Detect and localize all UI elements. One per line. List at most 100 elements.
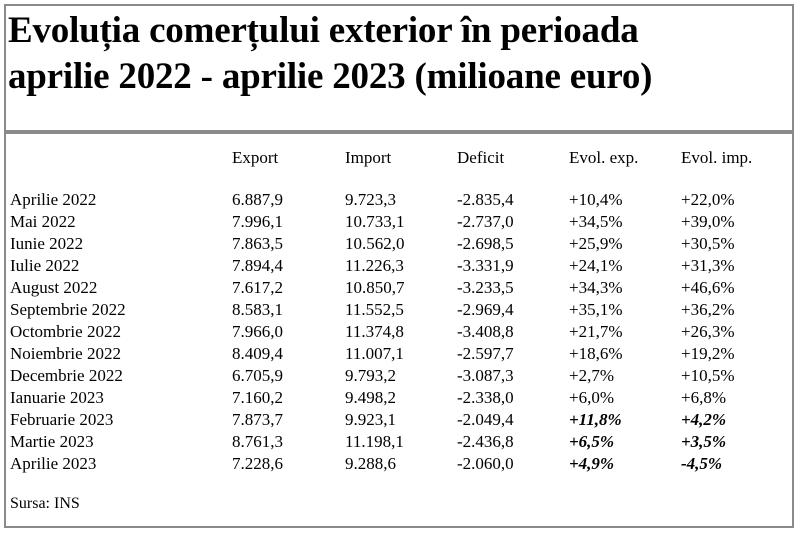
table-row: Ianuarie 2023 7.160,2 9.498,2 -2.338,0 +6,0%… [0, 388, 800, 410]
column-header-evol-exp: Evol. exp. [569, 148, 639, 167]
month-cell: Martie 2023 [10, 432, 94, 451]
month-cell: Iunie 2022 [10, 234, 84, 253]
source-note: Sursa: INS [10, 495, 80, 512]
table-row: Octombrie 2022 7.966,0 11.374,8 -3.408,8 +21… [0, 322, 800, 344]
evol-imp-cell: +26,3% [681, 322, 735, 341]
deficit-cell: -2.969,4 [457, 300, 514, 319]
evol-exp-cell: +21,7% [569, 322, 623, 341]
evol-imp-cell: +31,3% [681, 256, 735, 275]
table-row: Septembrie 2022 8.583,1 11.552,5 -2.969,4 +3… [0, 300, 800, 322]
import-cell: 11.226,3 [345, 256, 404, 275]
deficit-cell: -3.233,5 [457, 278, 514, 297]
title-line-2: aprilie 2022 - aprilie 2023 (milioane eu… [8, 56, 653, 97]
evol-exp-cell: +34,3% [569, 278, 623, 297]
import-cell: 11.007,1 [345, 344, 404, 363]
evol-exp-cell: +24,1% [569, 256, 623, 275]
document-title: Evoluția comerțului exterior în perioada… [8, 8, 778, 100]
document-frame [4, 4, 794, 528]
export-cell: 7.996,1 [232, 212, 283, 231]
deficit-cell: -2.060,0 [457, 454, 514, 473]
import-cell: 9.923,1 [345, 410, 396, 429]
import-cell: 10.733,1 [345, 212, 405, 231]
import-cell: 11.552,5 [345, 300, 404, 319]
export-cell: 7.863,5 [232, 234, 283, 253]
evol-imp-cell: +4,2% [681, 410, 727, 429]
table-row: Mai 2022 7.996,1 10.733,1 -2.737,0 +34,5% +39… [0, 212, 800, 234]
evol-imp-cell: +6,8% [681, 388, 726, 407]
month-cell: Noiembrie 2022 [10, 344, 121, 363]
table-row: August 2022 7.617,2 10.850,7 -3.233,5 +34,3%… [0, 278, 800, 300]
month-cell: Mai 2022 [10, 212, 76, 231]
month-cell: Octombrie 2022 [10, 322, 121, 341]
table-row: Martie 2023 8.761,3 11.198,1 -2.436,8 +6,5% +… [0, 432, 800, 454]
import-cell: 9.288,6 [345, 454, 396, 473]
export-cell: 8.583,1 [232, 300, 283, 319]
export-cell: 7.617,2 [232, 278, 283, 297]
import-cell: 10.850,7 [345, 278, 405, 297]
evol-exp-cell: +25,9% [569, 234, 623, 253]
export-cell: 6.705,9 [232, 366, 283, 385]
export-cell: 6.887,9 [232, 190, 283, 209]
deficit-cell: -3.331,9 [457, 256, 514, 275]
evol-imp-cell: +22,0% [681, 190, 735, 209]
deficit-cell: -2.835,4 [457, 190, 514, 209]
evol-exp-cell: +34,5% [569, 212, 623, 231]
import-cell: 11.198,1 [345, 432, 404, 451]
evol-exp-cell: +2,7% [569, 366, 614, 385]
import-cell: 9.723,3 [345, 190, 396, 209]
month-cell: Aprilie 2022 [10, 190, 97, 209]
export-cell: 7.228,6 [232, 454, 283, 473]
table-row: Noiembrie 2022 8.409,4 11.007,1 -2.597,7 +18… [0, 344, 800, 366]
evol-imp-cell: +19,2% [681, 344, 735, 363]
deficit-cell: -2.436,8 [457, 432, 514, 451]
column-header-evol-imp: Evol. imp. [681, 148, 753, 167]
month-cell: Decembrie 2022 [10, 366, 123, 385]
import-cell: 9.793,2 [345, 366, 396, 385]
evol-imp-cell: +3,5% [681, 432, 727, 451]
evol-exp-cell: +4,9% [569, 454, 615, 473]
title-line-1: Evoluția comerțului exterior în perioada [8, 10, 639, 51]
export-cell: 7.966,0 [232, 322, 283, 341]
import-cell: 11.374,8 [345, 322, 404, 341]
month-cell: Aprilie 2023 [10, 454, 97, 473]
evol-imp-cell: +10,5% [681, 366, 735, 385]
import-cell: 9.498,2 [345, 388, 396, 407]
table-row: Aprilie 2022 6.887,9 9.723,3 -2.835,4 +10,4%… [0, 190, 800, 212]
deficit-cell: -2.737,0 [457, 212, 514, 231]
title-divider [6, 130, 792, 134]
column-header-import: Import [345, 148, 392, 167]
evol-exp-cell: +35,1% [569, 300, 623, 319]
deficit-cell: -2.338,0 [457, 388, 514, 407]
evol-exp-cell: +10,4% [569, 190, 623, 209]
evol-imp-cell: +36,2% [681, 300, 735, 319]
month-cell: Februarie 2023 [10, 410, 114, 429]
evol-exp-cell: +6,5% [569, 432, 615, 451]
evol-exp-cell: +18,6% [569, 344, 623, 363]
table-row: Decembrie 2022 6.705,9 9.793,2 -3.087,3 +2,7… [0, 366, 800, 388]
evol-imp-cell: +30,5% [681, 234, 735, 253]
import-cell: 10.562,0 [345, 234, 405, 253]
month-cell: Iulie 2022 [10, 256, 80, 275]
month-cell: Septembrie 2022 [10, 300, 126, 319]
evol-imp-cell: +39,0% [681, 212, 735, 231]
evol-imp-cell: -4,5% [681, 454, 723, 473]
export-cell: 8.409,4 [232, 344, 283, 363]
deficit-cell: -2.698,5 [457, 234, 514, 253]
export-cell: 8.761,3 [232, 432, 283, 451]
evol-exp-cell: +6,0% [569, 388, 614, 407]
deficit-cell: -3.408,8 [457, 322, 514, 341]
table-row: Februarie 2023 7.873,7 9.923,1 -2.049,4 +11,… [0, 410, 800, 432]
table-row: Aprilie 2023 7.228,6 9.288,6 -2.060,0 +4,9% -… [0, 454, 800, 476]
evol-exp-cell: +11,8% [569, 410, 622, 429]
evol-imp-cell: +46,6% [681, 278, 735, 297]
month-cell: Ianuarie 2023 [10, 388, 104, 407]
deficit-cell: -3.087,3 [457, 366, 514, 385]
export-cell: 7.894,4 [232, 256, 283, 275]
table-row: Iulie 2022 7.894,4 11.226,3 -3.331,9 +24,1% +… [0, 256, 800, 278]
column-header-export: Export [232, 148, 279, 167]
month-cell: August 2022 [10, 278, 98, 297]
deficit-cell: -2.597,7 [457, 344, 514, 363]
column-header-deficit: Deficit [457, 148, 505, 167]
export-cell: 7.160,2 [232, 388, 283, 407]
export-cell: 7.873,7 [232, 410, 283, 429]
